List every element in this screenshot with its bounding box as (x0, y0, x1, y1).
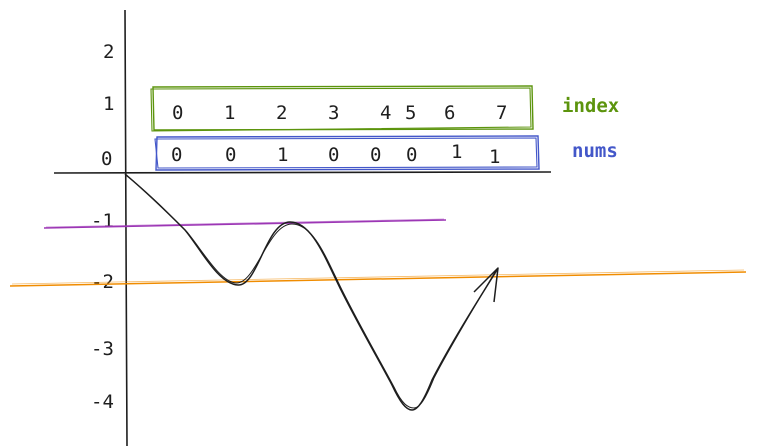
index-cell-1: 1 (224, 102, 235, 124)
nums-tag: nums (572, 140, 618, 162)
nums-cell-3: 0 (328, 144, 339, 166)
y-axis (124, 9, 128, 447)
index-cell-2: 2 (276, 102, 287, 124)
index-cell-4: 4 (380, 102, 391, 124)
prefix-sum-curve (124, 173, 498, 411)
nums-cell-2: 1 (277, 144, 288, 166)
purple-line (43, 219, 447, 229)
nums-cell-4: 0 (370, 144, 381, 166)
y-label-0: 0 (101, 148, 112, 170)
nums-cell-5: 0 (406, 144, 417, 166)
nums-cell-1: 0 (225, 144, 236, 166)
orange-line (9, 271, 747, 287)
nums-cell-7: 1 (489, 146, 500, 168)
y-label-2: 2 (103, 41, 114, 63)
y-label-minus-3: -3 (91, 338, 114, 360)
index-cell-7: 7 (496, 102, 507, 124)
index-box (150, 85, 534, 132)
x-axis (53, 171, 552, 174)
index-cell-0: 0 (172, 102, 183, 124)
index-cell-5: 5 (405, 102, 416, 124)
y-label-1: 1 (103, 93, 114, 115)
curve-arrowhead (473, 267, 499, 303)
index-cell-3: 3 (328, 102, 339, 124)
nums-cell-0: 0 (171, 144, 182, 166)
nums-cell-6: 1 (451, 141, 462, 163)
y-label-minus-4: -4 (91, 391, 114, 413)
index-tag: index (562, 95, 619, 117)
nums-box (154, 135, 540, 171)
index-cell-6: 6 (444, 102, 455, 124)
y-label-minus-1: -1 (91, 210, 114, 232)
